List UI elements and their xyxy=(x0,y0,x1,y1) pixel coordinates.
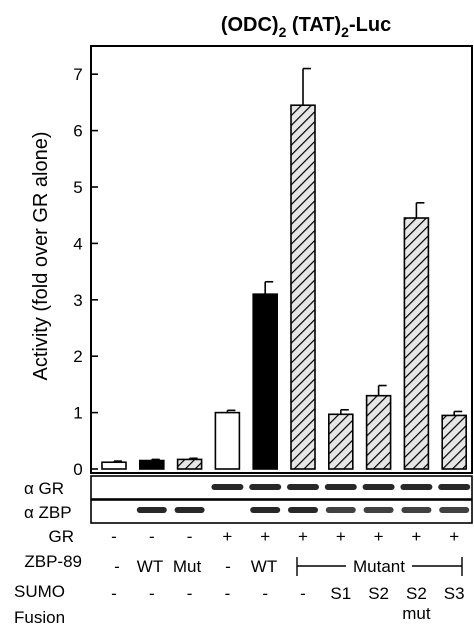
bar-7 xyxy=(327,413,354,470)
title-sub-1: 2 xyxy=(279,24,287,40)
bar-10 xyxy=(441,414,468,470)
sumo-cell: S2 xyxy=(406,584,427,603)
title-sub-2: 2 xyxy=(341,24,349,40)
gr-band xyxy=(400,484,433,490)
sumo-cell: S3 xyxy=(444,584,465,603)
sumo-cell: - xyxy=(149,584,155,603)
zbp-cell: Mut xyxy=(173,557,202,576)
gr-cell: - xyxy=(111,527,117,546)
bar-8 xyxy=(365,394,392,470)
gr-band xyxy=(211,484,244,490)
y-axis-ticks: 0 1 2 3 4 5 6 7 xyxy=(73,65,98,479)
zbp-band xyxy=(363,507,394,513)
gr-cell: + xyxy=(298,527,308,546)
zbp-cell: WT xyxy=(137,557,163,576)
bars xyxy=(101,67,468,470)
blot-gr xyxy=(90,475,473,500)
zbp-band xyxy=(136,507,167,513)
gr-cell: + xyxy=(260,527,270,546)
gr-cell: + xyxy=(336,527,346,546)
gr-band xyxy=(287,484,319,490)
gr-cell: - xyxy=(187,527,193,546)
blot-label-zbp: α ZBP xyxy=(24,503,72,522)
gr-band xyxy=(362,484,395,490)
bar-1 xyxy=(101,461,127,470)
y-tick-label: 4 xyxy=(73,234,82,253)
gr-cell: + xyxy=(222,527,232,546)
gr-cell: - xyxy=(149,527,155,546)
sumo-cell: - xyxy=(225,584,231,603)
sumo-cell: - xyxy=(111,584,117,603)
y-tick-label: 0 xyxy=(73,460,82,479)
gr-band xyxy=(249,484,282,490)
zbp-band xyxy=(174,507,205,513)
blot-zbp xyxy=(90,499,473,524)
sumo-extra-label: mut xyxy=(402,604,431,623)
y-axis-label: Activity (fold over GR alone) xyxy=(30,132,52,381)
bar-2 xyxy=(139,459,165,470)
bar-5 xyxy=(252,293,278,470)
sumo-cell: S1 xyxy=(330,584,351,603)
row-label-zbp: ZBP-89 xyxy=(24,552,82,571)
zbp-cell: - xyxy=(225,557,231,576)
row-label-gr: GR xyxy=(49,527,75,546)
gr-band xyxy=(438,484,471,490)
sumo-cell: - xyxy=(262,584,268,603)
y-tick-label: 7 xyxy=(73,65,82,84)
zbp-row: - WT Mut - WT xyxy=(114,557,277,576)
row-label-sumo: SUMO xyxy=(14,582,65,601)
gr-cell: + xyxy=(449,527,459,546)
gr-row: - - - + + + + + + + xyxy=(111,527,459,546)
zbp-band xyxy=(250,507,281,513)
zbp-band xyxy=(288,507,318,513)
y-tick-label: 2 xyxy=(73,347,82,366)
gr-cell: + xyxy=(374,527,384,546)
gr-band xyxy=(324,484,357,490)
row-label-fusion: Fusion xyxy=(14,608,65,627)
sumo-cell: - xyxy=(300,584,306,603)
zbp-band xyxy=(325,507,356,513)
title-part-3: -Luc xyxy=(349,14,391,36)
mutant-bracket: Mutant xyxy=(296,554,463,576)
zbp-band xyxy=(401,507,432,513)
plot-frame xyxy=(90,45,473,474)
y-tick-label: 5 xyxy=(73,178,82,197)
zbp-band xyxy=(439,507,470,513)
chart-title: (ODC)2 (TAT)2-Luc xyxy=(221,14,391,40)
sumo-row: - - - - - - S1 S2 S2 S3 xyxy=(111,584,464,603)
y-tick-label: 6 xyxy=(73,122,82,141)
bar-3 xyxy=(176,458,203,470)
bar-4 xyxy=(214,411,241,470)
mutant-bracket-label: Mutant xyxy=(353,557,405,576)
sumo-cell: - xyxy=(187,584,193,603)
gr-cell: + xyxy=(411,527,421,546)
title-part-2: (TAT) xyxy=(286,14,341,36)
sumo-cell: S2 xyxy=(368,584,389,603)
zbp-cell: WT xyxy=(251,557,277,576)
title-part-1: (ODC) xyxy=(221,14,279,36)
blot-label-gr: α GR xyxy=(24,479,64,498)
zbp-cell: - xyxy=(114,557,120,576)
y-tick-label: 3 xyxy=(73,291,82,310)
y-tick-label: 1 xyxy=(73,404,82,423)
bar-6 xyxy=(290,104,316,470)
bar-9 xyxy=(403,217,430,470)
